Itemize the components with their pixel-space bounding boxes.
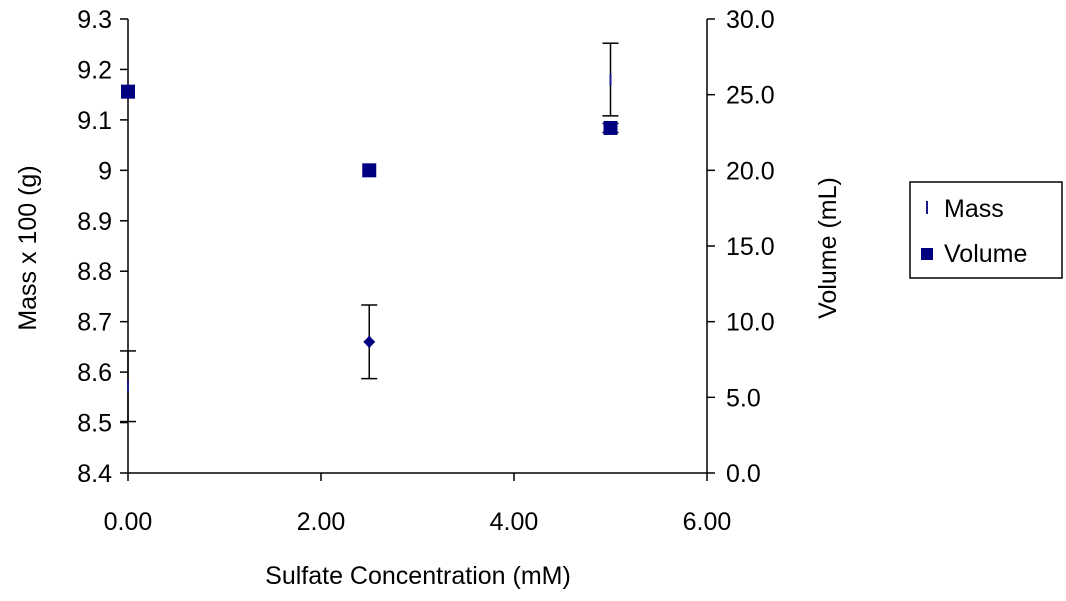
left-y-tick-label: 8.4 xyxy=(77,460,112,488)
x-tick-label: 4.00 xyxy=(490,508,539,536)
legend-box xyxy=(909,181,1063,279)
x-tick-label: 6.00 xyxy=(683,508,732,536)
left-y-tick-label: 9.3 xyxy=(77,6,112,34)
mass-point xyxy=(127,380,129,393)
volume-point xyxy=(362,163,377,178)
mass-diamond-point xyxy=(363,335,376,348)
left-y-tick-label: 8.9 xyxy=(77,208,112,236)
chart-marks xyxy=(120,42,619,423)
left-y-tick-label: 9 xyxy=(98,157,112,185)
right-axis-title: Volume (mL) xyxy=(814,177,842,319)
x-tick-label: 0.00 xyxy=(104,508,153,536)
x-axis-title: Sulfate Concentration (mM) xyxy=(265,562,571,590)
legend-mass-marker xyxy=(926,201,928,214)
legend-volume-label: Volume xyxy=(944,240,1027,268)
right-y-tick-label: 20.0 xyxy=(726,157,775,185)
legend-volume-marker xyxy=(921,248,933,260)
right-y-tick-label: 25.0 xyxy=(726,82,775,110)
right-y-tick-label: 5.0 xyxy=(726,384,761,412)
legend-mass-label: Mass xyxy=(944,195,1004,223)
left-y-tick-label: 8.8 xyxy=(77,258,112,286)
left-y-tick-label: 8.5 xyxy=(77,410,112,438)
x-tick-label: 2.00 xyxy=(297,508,346,536)
right-y-tick-label: 15.0 xyxy=(726,233,775,261)
right-y-tick-label: 30.0 xyxy=(726,6,775,34)
left-y-tick-label: 9.1 xyxy=(77,107,112,135)
volume-point xyxy=(603,120,618,135)
mass-point xyxy=(609,73,612,86)
left-axis-title: Mass x 100 (g) xyxy=(14,165,42,330)
right-y-tick-label: 10.0 xyxy=(726,309,775,337)
legend: Mass Volume xyxy=(909,181,1063,279)
volume-point xyxy=(121,84,135,99)
left-y-tick-label: 8.6 xyxy=(77,359,112,387)
left-y-tick-label: 8.7 xyxy=(77,309,112,337)
right-y-tick-label: 0.0 xyxy=(726,460,761,488)
left-y-tick-label: 9.2 xyxy=(77,56,112,84)
axes: 0.00 2.00 4.00 6.00 8.4 8.5 8.6 8.7 8.8 8.9 9 9.1 9.… xyxy=(77,6,774,536)
